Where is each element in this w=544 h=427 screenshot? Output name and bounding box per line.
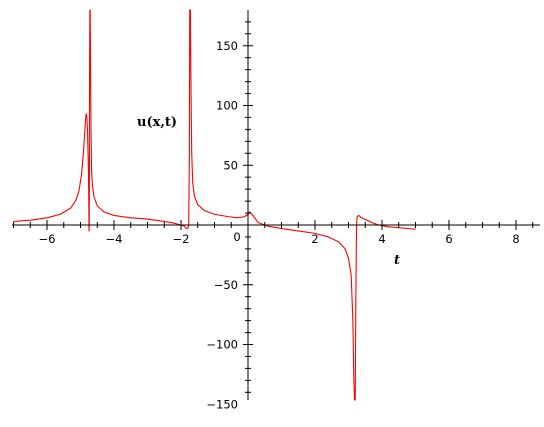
x-tick-label: 2 [311,232,318,246]
x-tick-label: −2 [173,232,190,246]
x-tick-label: 4 [378,232,385,246]
y-tick-label: −100 [206,338,238,352]
x-tick-label: 6 [445,232,452,246]
y-axis-title: u(x,t) [137,115,177,130]
y-tick-label: −150 [206,397,238,411]
y-tick-label: 150 [216,39,238,53]
y-tick-label: 100 [216,99,238,113]
origin-tick-label: 0 [233,230,240,244]
x-tick-label: −4 [106,232,123,246]
chart-axes: −6 −4 −2 2 4 6 8 0 −150 −100 −50 50 100 150 [12,10,540,411]
x-tick-label: −6 [39,232,56,246]
y-tick-label: −50 [214,278,238,292]
x-axis-title: t [394,253,400,268]
x-tick-label: 8 [512,232,519,246]
y-tick-label: 50 [223,158,238,172]
